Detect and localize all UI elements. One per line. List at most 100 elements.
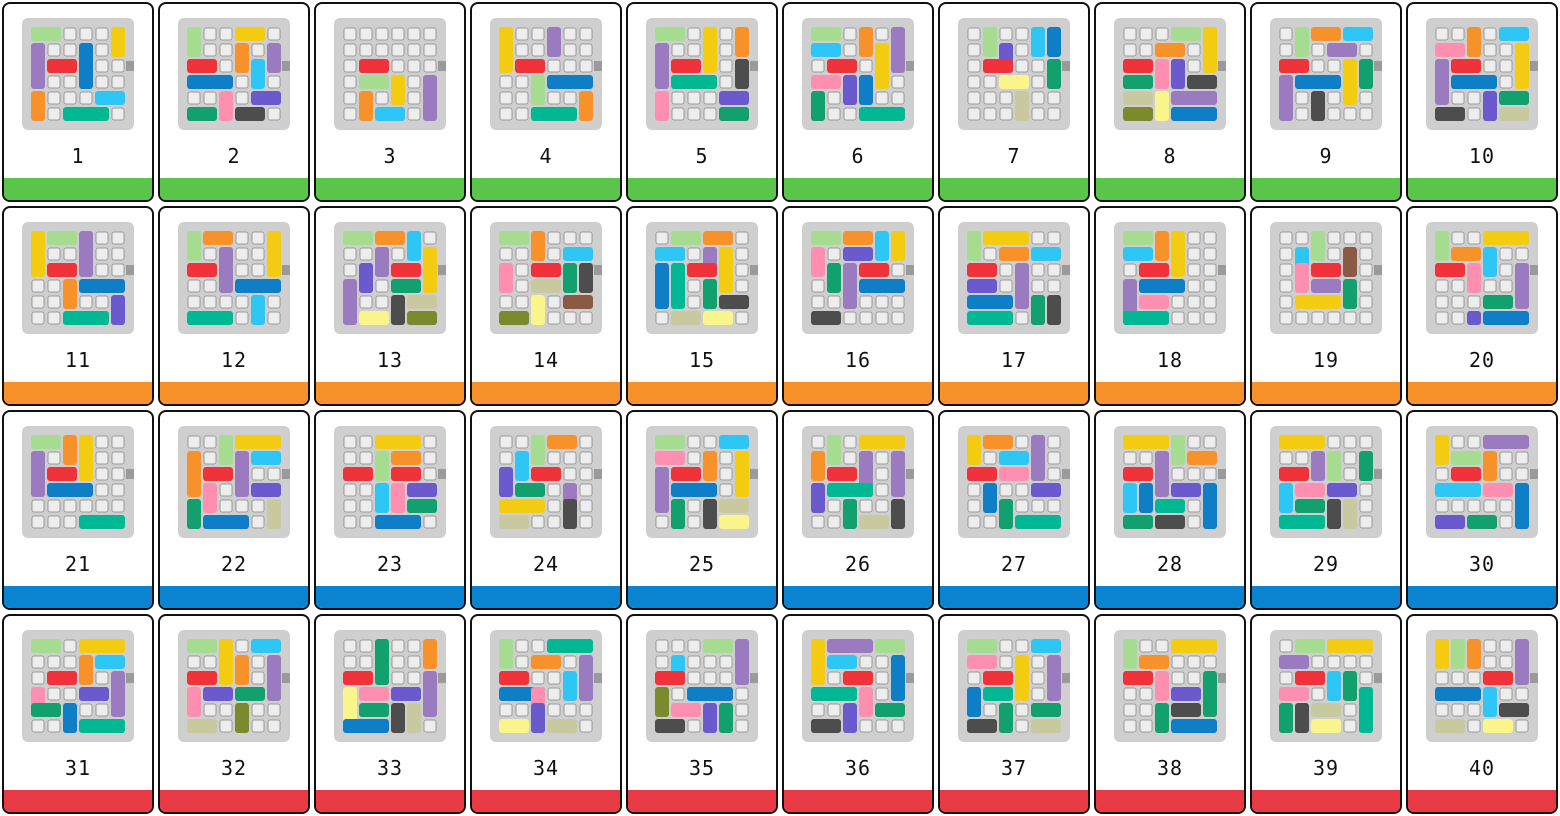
level-card[interactable]: 3 [314, 2, 466, 202]
board-cell [1187, 311, 1201, 325]
board-cell [859, 59, 873, 73]
board-cell [1451, 91, 1465, 105]
board-cell [515, 247, 529, 261]
level-card[interactable]: 10 [1406, 2, 1558, 202]
board-cell [219, 43, 233, 57]
level-card[interactable]: 8 [1094, 2, 1246, 202]
level-card[interactable]: 14 [470, 206, 622, 406]
sliding-block [1139, 655, 1169, 669]
board-cell [687, 295, 701, 309]
board-cell [1435, 279, 1449, 293]
board-cell [1187, 499, 1201, 513]
sliding-block [111, 671, 125, 717]
sliding-block [1295, 263, 1309, 293]
board-cell [1155, 27, 1169, 41]
sliding-block [499, 27, 513, 73]
puzzle-board [343, 435, 446, 529]
board-cell [579, 231, 593, 245]
sliding-block [235, 655, 249, 685]
exit-gap [1062, 265, 1070, 275]
level-card[interactable]: 36 [782, 614, 934, 814]
board-cell [1015, 43, 1029, 57]
board-cell [1311, 687, 1325, 701]
level-card[interactable]: 16 [782, 206, 934, 406]
level-card[interactable]: 1 [2, 2, 154, 202]
board-cell [719, 59, 733, 73]
level-card[interactable]: 21 [2, 410, 154, 610]
board-cell [875, 451, 889, 465]
sliding-block [1123, 91, 1153, 105]
level-card[interactable]: 12 [158, 206, 310, 406]
puzzle-board [967, 435, 1070, 529]
level-card[interactable]: 11 [2, 206, 154, 406]
level-card[interactable]: 6 [782, 2, 934, 202]
level-card[interactable]: 19 [1250, 206, 1402, 406]
level-thumbnail [490, 18, 602, 130]
puzzle-board [1279, 27, 1382, 121]
puzzle-board [1435, 639, 1538, 733]
board-cell [267, 719, 281, 733]
sliding-block [251, 639, 281, 653]
level-thumbnail [802, 222, 914, 334]
board-cell [891, 719, 905, 733]
level-card[interactable]: 32 [158, 614, 310, 814]
level-card[interactable]: 13 [314, 206, 466, 406]
exit-gap [1218, 673, 1226, 683]
puzzle-board [811, 27, 914, 121]
sliding-block [891, 655, 905, 701]
sliding-block [375, 247, 389, 277]
sliding-block [1279, 435, 1325, 449]
level-card[interactable]: 33 [314, 614, 466, 814]
board-cell [1359, 231, 1373, 245]
sliding-block [375, 451, 389, 481]
level-card[interactable]: 4 [470, 2, 622, 202]
board-cell [875, 719, 889, 733]
level-card[interactable]: 17 [938, 206, 1090, 406]
level-card[interactable]: 15 [626, 206, 778, 406]
level-card[interactable]: 40 [1406, 614, 1558, 814]
level-card[interactable]: 26 [782, 410, 934, 610]
board-cell [843, 435, 857, 449]
level-card[interactable]: 5 [626, 2, 778, 202]
target-block [187, 59, 217, 73]
level-card[interactable]: 7 [938, 2, 1090, 202]
level-card[interactable]: 27 [938, 410, 1090, 610]
puzzle-board [31, 435, 134, 529]
board-cell [423, 231, 437, 245]
exit-gap [594, 469, 602, 479]
sliding-block [31, 639, 61, 653]
level-card[interactable]: 25 [626, 410, 778, 610]
puzzle-board [967, 27, 1070, 121]
level-card[interactable]: 38 [1094, 614, 1246, 814]
level-card[interactable]: 34 [470, 614, 622, 814]
board-cell [875, 655, 889, 669]
board-cell [1499, 515, 1513, 529]
level-card[interactable]: 30 [1406, 410, 1558, 610]
level-card[interactable]: 39 [1250, 614, 1402, 814]
level-card[interactable]: 24 [470, 410, 622, 610]
level-card[interactable]: 2 [158, 2, 310, 202]
board-cell [1467, 107, 1481, 121]
level-card[interactable]: 28 [1094, 410, 1246, 610]
board-cell [547, 483, 561, 497]
level-number: 6 [851, 144, 865, 168]
level-card[interactable]: 35 [626, 614, 778, 814]
exit-gap [1374, 673, 1382, 683]
level-card[interactable]: 23 [314, 410, 466, 610]
level-card[interactable]: 20 [1406, 206, 1558, 406]
level-card[interactable]: 18 [1094, 206, 1246, 406]
board-cell [515, 107, 529, 121]
board-cell [547, 295, 561, 309]
level-card[interactable]: 37 [938, 614, 1090, 814]
board-cell [531, 515, 545, 529]
board-cell [967, 75, 981, 89]
board-cell [219, 27, 233, 41]
level-card[interactable]: 31 [2, 614, 154, 814]
level-card[interactable]: 22 [158, 410, 310, 610]
level-card[interactable]: 29 [1250, 410, 1402, 610]
board-cell [31, 279, 45, 293]
board-cell [95, 703, 109, 717]
level-card[interactable]: 9 [1250, 2, 1402, 202]
sliding-block [95, 655, 125, 669]
sliding-block [63, 279, 77, 309]
